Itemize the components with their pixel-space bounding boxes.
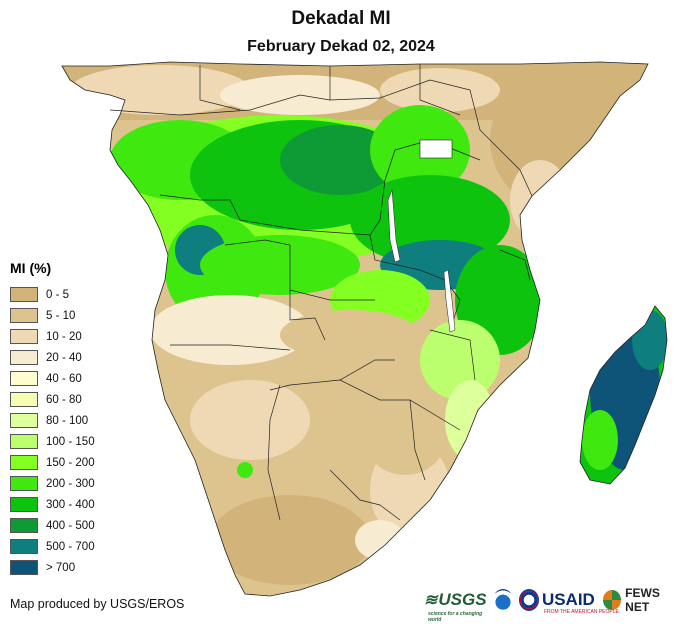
legend-swatch — [10, 497, 38, 512]
legend-label: 0 - 5 — [46, 288, 70, 301]
country-borders — [109, 64, 533, 521]
usgs-wave-icon: ≋ — [424, 592, 438, 609]
legend-label: > 700 — [46, 561, 76, 574]
legend-swatch — [10, 413, 38, 428]
legend-item: 80 - 100 — [10, 410, 95, 431]
legend: 0 - 5 5 - 10 10 - 20 20 - 40 40 - 60 60 - 80 8… — [10, 284, 95, 578]
legend-label: 10 - 20 — [46, 330, 82, 343]
legend-label: 400 - 500 — [46, 519, 95, 532]
legend-label: 60 - 80 — [46, 393, 82, 406]
legend-label: 300 - 400 — [46, 498, 95, 511]
legend-label: 150 - 200 — [46, 456, 95, 469]
legend-swatch — [10, 560, 38, 575]
agency-logos: ≋ USGS science for a changing world USAI… — [424, 586, 682, 623]
legend-item: 5 - 10 — [10, 305, 95, 326]
legend-label: 200 - 300 — [46, 477, 95, 490]
legend-swatch — [10, 371, 38, 386]
legend-item: 40 - 60 — [10, 368, 95, 389]
legend-item: 60 - 80 — [10, 389, 95, 410]
legend-item: 10 - 20 — [10, 326, 95, 347]
legend-label: 5 - 10 — [46, 309, 76, 322]
lakes — [387, 139, 456, 333]
fews-net-icon — [602, 590, 622, 610]
fews-net-logo: FEWS NET — [625, 586, 660, 614]
legend-swatch — [10, 392, 38, 407]
legend-swatch — [10, 350, 38, 365]
lake-tanganyika — [387, 189, 401, 263]
legend-swatch — [10, 455, 38, 470]
lake-malawi — [443, 269, 456, 333]
legend-swatch — [10, 434, 38, 449]
usaid-seal-icon — [518, 589, 539, 611]
legend-item: 100 - 150 — [10, 431, 95, 452]
map-subtitle: February Dekad 02, 2024 — [247, 38, 435, 55]
legend-swatch — [10, 518, 38, 533]
legend-label: 40 - 60 — [46, 372, 82, 385]
legend-item: 500 - 700 — [10, 536, 95, 557]
map-title: Dekadal MI — [291, 8, 391, 29]
usgs-logo: ≋ USGS science for a changing world — [424, 590, 487, 623]
legend-title: MI (%) — [10, 260, 52, 276]
legend-item: 20 - 40 — [10, 347, 95, 368]
legend-item: 0 - 5 — [10, 284, 95, 305]
legend-item: 150 - 200 — [10, 452, 95, 473]
lake-victoria — [419, 139, 453, 159]
map-credit: Map produced by USGS/EROS — [10, 597, 185, 611]
legend-swatch — [10, 287, 38, 302]
legend-swatch — [10, 308, 38, 323]
legend-label: 100 - 150 — [46, 435, 95, 448]
legend-swatch — [10, 476, 38, 491]
legend-swatch — [10, 539, 38, 554]
legend-label: 80 - 100 — [46, 414, 89, 427]
noaa-logo-icon — [492, 589, 513, 611]
legend-item: 300 - 400 — [10, 494, 95, 515]
legend-item: 200 - 300 — [10, 473, 95, 494]
legend-label: 500 - 700 — [46, 540, 95, 553]
legend-item: > 700 — [10, 557, 95, 578]
legend-swatch — [10, 329, 38, 344]
usaid-logo: USAID FROM THE AMERICAN PEOPLE — [541, 590, 619, 615]
legend-item: 400 - 500 — [10, 515, 95, 536]
legend-label: 20 - 40 — [46, 351, 82, 364]
